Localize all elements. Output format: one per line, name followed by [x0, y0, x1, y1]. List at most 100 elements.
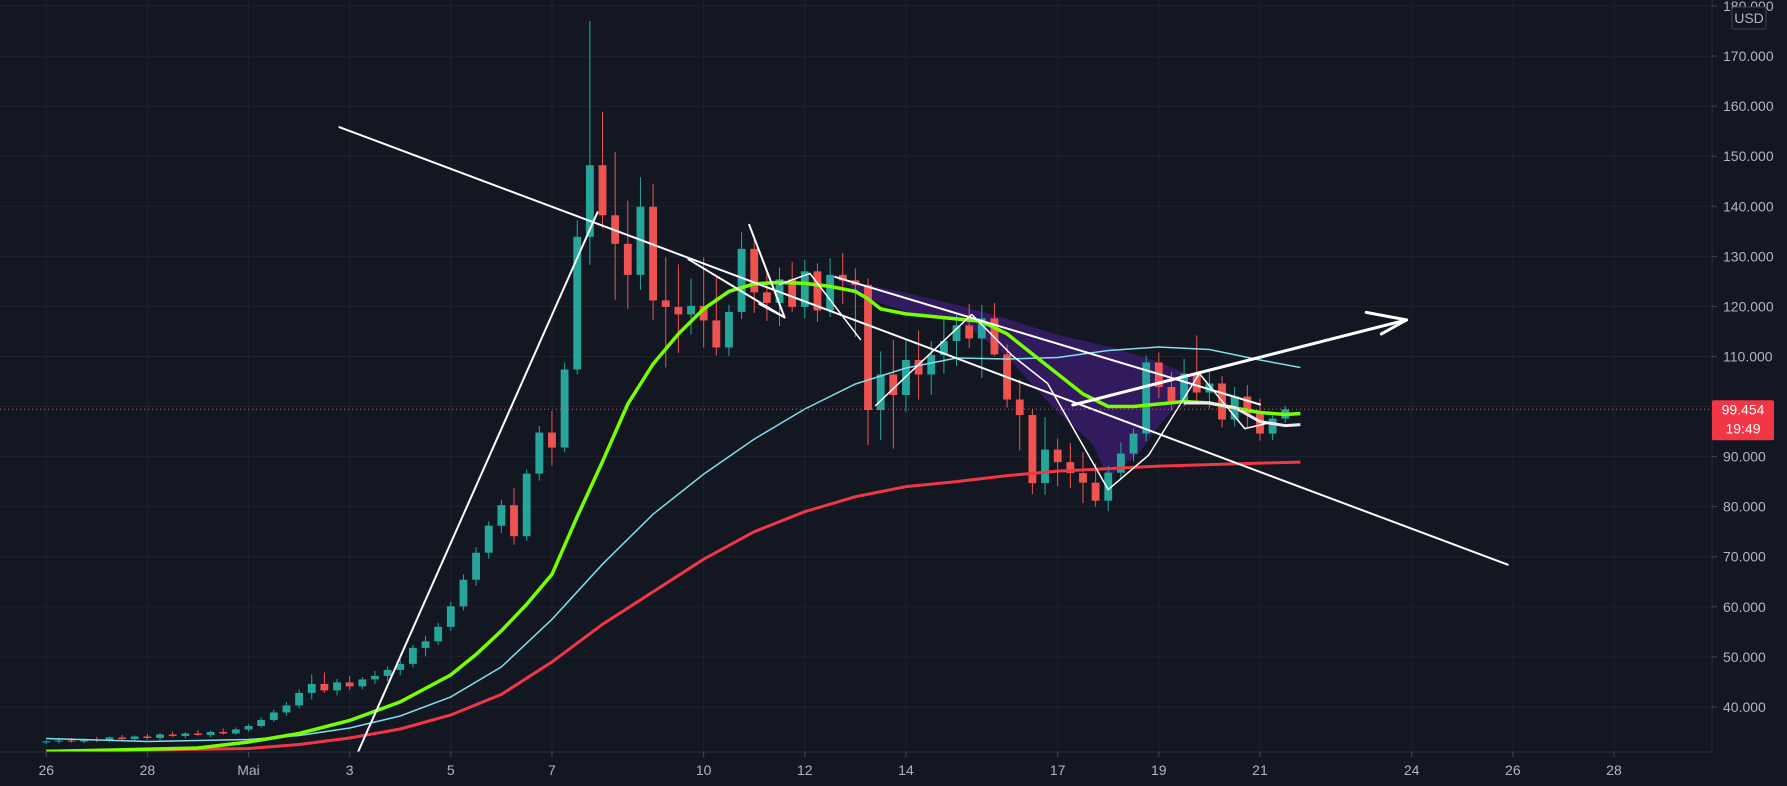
candle-body [434, 626, 443, 642]
candle-body [1104, 472, 1113, 501]
candle-down [548, 411, 556, 466]
candle-up [1129, 428, 1138, 462]
descending-trendline [338, 126, 1509, 566]
candle-up [244, 723, 253, 732]
candle-up [952, 312, 961, 366]
candle-body [282, 705, 291, 713]
candle-down [699, 257, 708, 348]
price-tick-label: 50.000 [1723, 649, 1766, 665]
candle-up [371, 670, 379, 684]
candle-body [712, 320, 721, 348]
candle-body [307, 683, 316, 693]
candle-up [522, 469, 531, 541]
moving-average-slow-line [46, 460, 1301, 752]
candle-down [510, 488, 518, 545]
candle-body [737, 248, 746, 312]
candle-body [396, 663, 405, 670]
candle-down [649, 184, 658, 320]
candle-body [952, 325, 961, 341]
candle-body [333, 682, 341, 691]
candle-body [548, 432, 556, 448]
candle-body [1205, 383, 1214, 393]
currency-badge[interactable] [1731, 6, 1767, 30]
candle-up [1041, 417, 1049, 495]
price-tick-label: 150.000 [1723, 148, 1774, 164]
candle-down [712, 277, 721, 356]
candle-down [1192, 335, 1201, 404]
price-tick-label: 40.000 [1723, 699, 1766, 715]
plot-area[interactable] [0, 21, 1712, 759]
candle-body [1079, 473, 1087, 483]
candle-up [472, 547, 481, 586]
candle-down [194, 729, 202, 736]
candle-up [977, 304, 986, 378]
candle-up [876, 351, 885, 441]
moving-average-fast-line [46, 280, 1301, 752]
candle-body [927, 354, 936, 375]
candle-up [939, 318, 948, 374]
candle-body [826, 274, 835, 311]
candle-up [497, 499, 506, 534]
time-tick-label: 7 [548, 762, 556, 778]
candle-body [510, 505, 518, 537]
candle-body [1041, 449, 1049, 484]
candle-body [408, 647, 417, 664]
time-tick-label: 21 [1252, 762, 1268, 778]
price-tick-label: 160.000 [1723, 98, 1774, 114]
candle-body [1256, 413, 1264, 434]
last-price-badge [1712, 400, 1774, 441]
time-axis[interactable]: 26 28 Mai 3 5 7 10 12 14 17 19 21 24 26 28 [0, 751, 1787, 786]
candle-down [320, 672, 329, 693]
time-tick-label: 5 [447, 762, 455, 778]
candle-body [750, 248, 759, 293]
time-tick-label: 12 [797, 762, 813, 778]
time-tick-label: 10 [696, 762, 712, 778]
candle-down [118, 734, 127, 740]
candle-up [42, 739, 51, 744]
candle-body [383, 669, 392, 676]
candle-body [472, 552, 481, 580]
candle-up [459, 574, 468, 611]
down-arrow-head [758, 302, 786, 319]
time-tick-label: 17 [1050, 762, 1066, 778]
candle-body [358, 679, 367, 687]
candle-body [914, 359, 923, 375]
candle-body [130, 736, 139, 739]
candle-body [687, 305, 695, 315]
candle-body [1180, 373, 1189, 402]
price-axis[interactable]: 40.00050.00060.00070.00080.00090.000100.… [1711, 0, 1787, 786]
candle-up [181, 731, 190, 738]
candle-up [396, 659, 405, 676]
candlestick-series [42, 21, 1290, 744]
candle-body [1116, 453, 1125, 473]
candle-body [1167, 387, 1176, 402]
candle-body [143, 736, 152, 738]
candle-down [1028, 409, 1037, 495]
candle-body [1192, 373, 1201, 393]
candle-up [585, 21, 594, 265]
currency-label: USD [1734, 10, 1764, 26]
candle-down [598, 111, 607, 229]
drawing-tools[interactable] [338, 126, 1509, 759]
candle-body [889, 374, 898, 396]
price-tick-label: 60.000 [1723, 599, 1766, 615]
candle-body [1142, 362, 1151, 434]
candle-up [421, 635, 430, 657]
candle-up [257, 717, 266, 728]
candle-body [371, 675, 379, 680]
candle-down [1091, 463, 1100, 507]
candle-body [257, 719, 266, 726]
candle-body [105, 737, 114, 741]
candle-body [649, 206, 658, 301]
candle-down [168, 731, 177, 737]
candle-up [1268, 415, 1277, 441]
candle-body [219, 731, 228, 734]
candle-up [282, 701, 291, 716]
candle-down [674, 264, 683, 353]
candle-up [408, 644, 417, 668]
candle-down [762, 271, 771, 321]
breakout-arrow [1071, 318, 1409, 407]
breakout-arrow-head [1364, 310, 1409, 336]
candle-body [231, 729, 240, 734]
